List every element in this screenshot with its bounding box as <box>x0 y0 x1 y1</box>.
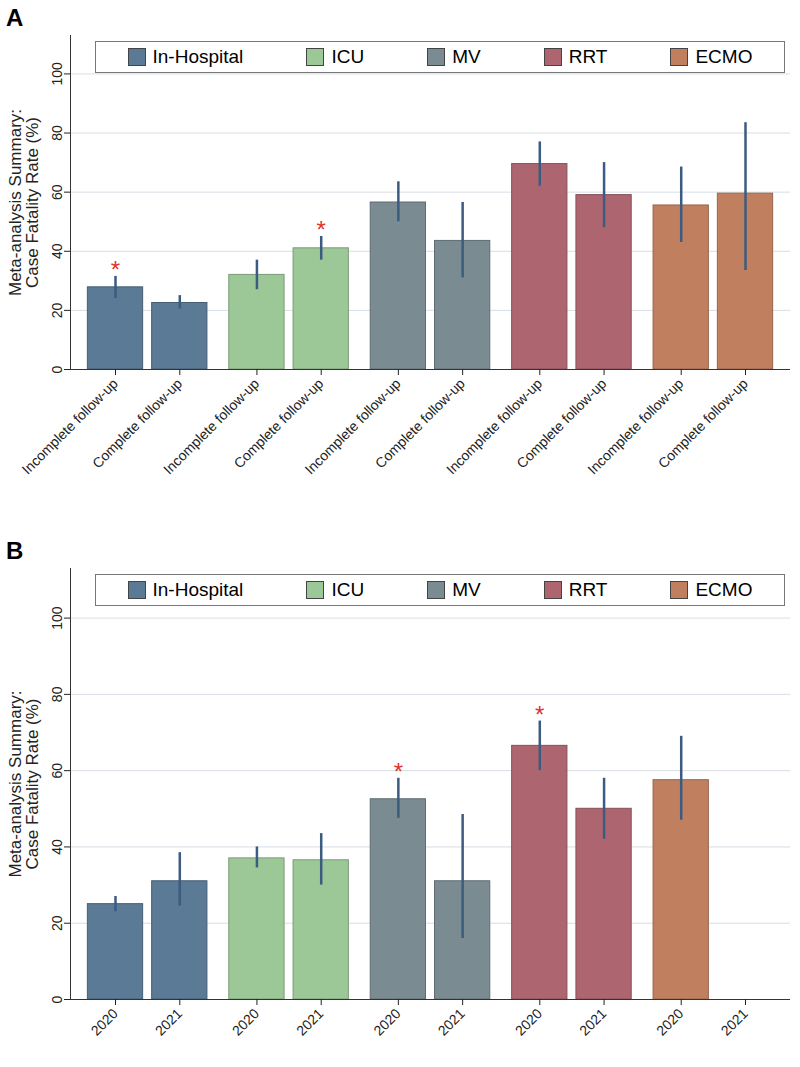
svg-text:Complete follow-up: Complete follow-up <box>89 375 186 472</box>
html-text:ECMO: ECMO <box>695 46 753 67</box>
svg-text:*: * <box>111 256 120 283</box>
svg-text:Complete follow-up: Complete follow-up <box>655 375 751 471</box>
svg-text:20: 20 <box>49 915 65 931</box>
svg-text:2021: 2021 <box>293 1005 326 1038</box>
svg-text:Incomplete follow-up: Incomplete follow-up <box>160 375 263 478</box>
svg-text:80: 80 <box>49 125 65 141</box>
html-text:ECMO: ECMO <box>695 579 753 600</box>
svg-text:2020: 2020 <box>653 1005 686 1038</box>
svg-text:40: 40 <box>49 243 65 259</box>
svg-text:Complete follow-up: Complete follow-up <box>230 375 327 472</box>
svg-text:Incomplete follow-up: Incomplete follow-up <box>18 375 121 478</box>
svg-text:20: 20 <box>49 302 65 318</box>
svg-text:Incomplete follow-up: Incomplete follow-up <box>584 375 687 478</box>
html-text:In-Hospital: In-Hospital <box>152 46 244 67</box>
svg-text:2020: 2020 <box>512 1005 545 1038</box>
svg-text:80: 80 <box>49 686 65 702</box>
svg-text:Complete follow-up: Complete follow-up <box>513 375 610 472</box>
html-text:B: B <box>6 537 24 564</box>
svg-text:40: 40 <box>49 839 65 855</box>
svg-text:100: 100 <box>49 606 65 630</box>
svg-text:Complete follow-up: Complete follow-up <box>371 375 468 472</box>
svg-text:2020: 2020 <box>370 1005 403 1038</box>
html-text:A: A <box>6 4 24 31</box>
svg-text:2021: 2021 <box>576 1005 609 1038</box>
svg-text:*: * <box>317 216 326 243</box>
svg-text:2020: 2020 <box>229 1005 262 1038</box>
svg-text:60: 60 <box>49 184 65 200</box>
svg-text:100: 100 <box>49 62 65 86</box>
svg-text:*: * <box>535 701 544 728</box>
svg-text:0: 0 <box>49 995 65 1003</box>
svg-text:2021: 2021 <box>435 1005 468 1038</box>
svg-text:0: 0 <box>49 365 65 373</box>
html-text:RRT: RRT <box>568 579 608 600</box>
html-text:ICU: ICU <box>331 579 365 600</box>
html-text:MV: MV <box>452 579 481 600</box>
svg-text:2021: 2021 <box>717 1005 750 1038</box>
html-text:ICU: ICU <box>331 46 365 67</box>
html-text:In-Hospital: In-Hospital <box>152 579 244 600</box>
html-text:MV: MV <box>452 46 481 67</box>
svg-text:2021: 2021 <box>152 1005 185 1038</box>
svg-text:Meta-analysis Summary:Case Fat: Meta-analysis Summary:Case Fatality Rate… <box>6 690 42 877</box>
svg-text:Incomplete follow-up: Incomplete follow-up <box>301 375 404 478</box>
svg-text:Meta-analysis Summary:Case Fat: Meta-analysis Summary:Case Fatality Rate… <box>6 109 42 296</box>
html-text:RRT: RRT <box>568 46 608 67</box>
svg-text:Incomplete follow-up: Incomplete follow-up <box>443 375 546 478</box>
svg-text:*: * <box>394 758 403 785</box>
svg-text:60: 60 <box>49 763 65 779</box>
svg-text:2020: 2020 <box>87 1005 120 1038</box>
